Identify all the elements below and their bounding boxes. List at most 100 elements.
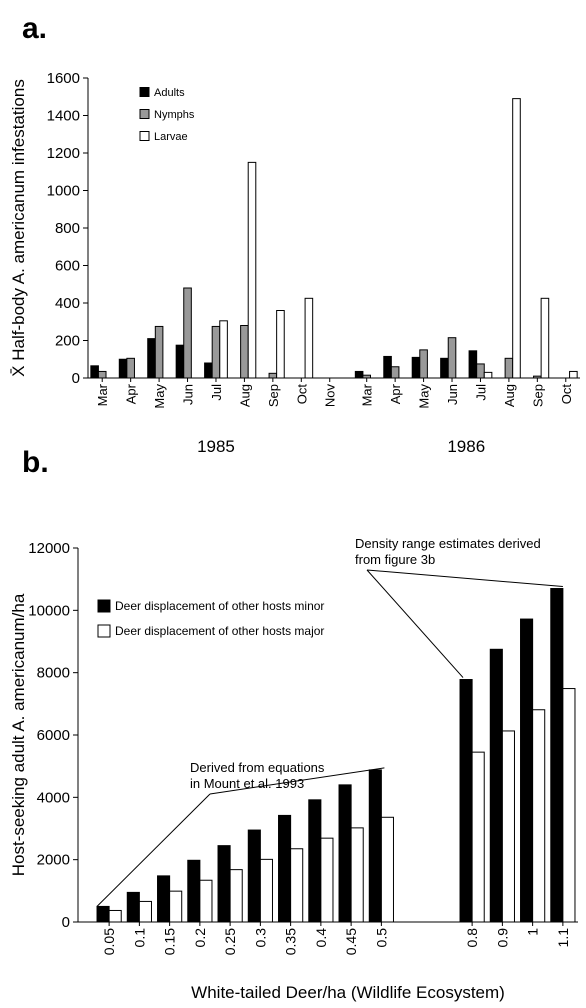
bar — [247, 161, 257, 379]
bar — [96, 905, 110, 923]
bar — [520, 618, 534, 923]
bar — [157, 875, 171, 923]
bar — [118, 358, 128, 379]
bar — [362, 374, 371, 379]
bar — [533, 375, 542, 379]
group-label: 1985 — [197, 437, 235, 456]
annotation: Derived from equations — [190, 760, 325, 775]
x-tick-label: 0.8 — [464, 928, 480, 948]
bar — [229, 869, 243, 923]
bar — [380, 816, 394, 923]
bar — [550, 588, 564, 923]
bar — [320, 837, 334, 923]
x-tick-label: Oct — [559, 384, 574, 405]
legend-label: Deer displacement of other hosts minor — [115, 599, 324, 613]
x-tick-label: Mar — [95, 383, 110, 406]
legend-label: Adults — [154, 87, 185, 99]
x-axis-label: White-tailed Deer/ha (Wildlife Ecosystem… — [191, 983, 505, 1002]
x-tick-label: Mar — [360, 383, 375, 406]
x-tick-label: Apr — [388, 383, 403, 404]
bar — [483, 371, 493, 379]
bar — [108, 909, 122, 923]
bar — [501, 730, 515, 923]
annotation: in Mount et al. 1993 — [190, 776, 304, 791]
legend-label: Nymphs — [154, 109, 195, 121]
y-tick-label: 1600 — [47, 70, 80, 87]
bar — [468, 350, 478, 379]
group-label: 1986 — [447, 437, 485, 456]
x-tick-label: Jun — [445, 384, 460, 405]
bar — [211, 325, 221, 379]
bar — [154, 325, 164, 379]
annotation-line — [96, 793, 211, 907]
panel-label: b. — [22, 446, 49, 479]
x-tick-label: 1 — [525, 928, 541, 936]
y-tick-label: 2000 — [37, 852, 70, 869]
bar — [562, 688, 576, 923]
bar — [183, 287, 192, 379]
bar — [138, 900, 152, 923]
x-tick-label: 0.9 — [494, 928, 510, 948]
x-tick-label: 0.15 — [162, 928, 178, 955]
bar — [169, 890, 183, 923]
x-tick-label: Jun — [181, 384, 196, 405]
annotation: from figure 3b — [355, 552, 435, 567]
bar — [419, 349, 428, 379]
bar — [97, 370, 107, 379]
x-tick-label: 0.45 — [343, 928, 359, 955]
panel-label: a. — [22, 12, 47, 45]
annotation-line — [366, 569, 464, 678]
legend-label: Larvae — [154, 131, 188, 143]
bar — [447, 337, 457, 379]
y-axis-label: Host-seeking adult A. americanum/ha — [9, 593, 28, 876]
x-tick-label: Sep — [530, 384, 545, 407]
bar — [259, 858, 273, 923]
x-tick-label: Apr — [124, 383, 139, 404]
bar — [476, 363, 485, 379]
y-tick-label: 0 — [72, 370, 80, 387]
y-tick-label: 10000 — [28, 602, 70, 619]
bar — [540, 297, 550, 379]
x-tick-label: May — [152, 384, 167, 409]
y-tick-label: 1200 — [47, 145, 80, 162]
bar — [383, 355, 392, 379]
x-tick-label: 0.5 — [373, 928, 389, 948]
bar — [247, 829, 261, 923]
y-tick-label: 4000 — [37, 789, 70, 806]
bar — [390, 366, 400, 379]
y-tick-label: 800 — [55, 220, 80, 237]
bar — [350, 827, 364, 923]
x-tick-label: Aug — [502, 384, 517, 407]
bar — [368, 769, 382, 923]
bar — [569, 370, 578, 379]
x-tick-label: Aug — [237, 384, 252, 407]
bar — [471, 751, 485, 923]
bar — [532, 709, 546, 923]
bar — [411, 356, 421, 379]
bar — [489, 648, 503, 923]
bar — [504, 357, 514, 379]
bar — [187, 859, 201, 923]
bar — [276, 310, 285, 379]
bar — [512, 98, 521, 379]
bar — [147, 338, 156, 379]
legend-swatch — [139, 109, 150, 119]
bar — [354, 370, 364, 379]
bar — [268, 372, 278, 379]
bar — [290, 848, 304, 923]
bar — [204, 362, 213, 379]
x-tick-label: 0.25 — [222, 928, 238, 955]
bar — [175, 344, 185, 379]
bar — [304, 297, 314, 379]
x-tick-label: 0.35 — [283, 928, 299, 955]
y-tick-label: 8000 — [37, 665, 70, 682]
y-tick-label: 600 — [55, 258, 80, 275]
x-tick-label: Sep — [266, 384, 281, 407]
y-tick-label: 1000 — [47, 183, 80, 200]
y-tick-label: 6000 — [37, 727, 70, 744]
x-tick-label: 0.3 — [252, 928, 268, 948]
bar — [459, 679, 473, 923]
x-tick-label: 0.2 — [192, 928, 208, 948]
bar — [308, 799, 322, 923]
